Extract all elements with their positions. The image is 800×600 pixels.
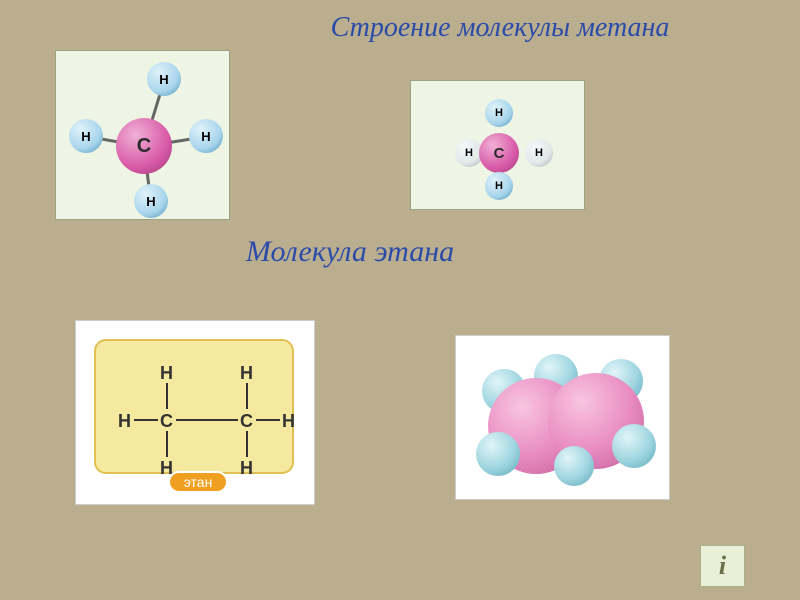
hydrogen-sphere bbox=[554, 446, 594, 486]
atom-label: H bbox=[240, 363, 253, 384]
hydrogen-sphere bbox=[612, 424, 656, 468]
carbon-atom: C bbox=[479, 133, 519, 173]
hydrogen-atom: H bbox=[69, 119, 103, 153]
title-ethane: Молекула этана bbox=[200, 235, 500, 269]
atom-label: C bbox=[240, 411, 253, 432]
bond bbox=[246, 431, 248, 457]
hydrogen-atom: H bbox=[189, 119, 223, 153]
panel-ethane-structural: H H H C C H H H этан bbox=[75, 320, 315, 505]
info-icon: i bbox=[719, 551, 726, 581]
bond bbox=[256, 419, 280, 421]
atom-label: H bbox=[160, 363, 173, 384]
bond bbox=[176, 419, 238, 421]
hydrogen-atom: H bbox=[485, 172, 513, 200]
atom-label: H bbox=[240, 458, 253, 479]
hydrogen-sphere bbox=[476, 432, 520, 476]
hydrogen-atom: H bbox=[147, 62, 181, 96]
carbon-atom: C bbox=[116, 118, 172, 174]
structural-box: H H H C C H H H bbox=[94, 339, 294, 474]
atom-label: C bbox=[160, 411, 173, 432]
hydrogen-atom: H bbox=[134, 184, 168, 218]
bond bbox=[246, 383, 248, 409]
panel-methane-compact: H H C H H bbox=[410, 80, 585, 210]
panel-methane-ballstick: C H H H H bbox=[55, 50, 230, 220]
hydrogen-atom: H bbox=[485, 99, 513, 127]
bond bbox=[134, 419, 158, 421]
info-button[interactable]: i bbox=[700, 545, 745, 587]
bond bbox=[166, 431, 168, 457]
hydrogen-atom: H bbox=[525, 139, 553, 167]
ethane-badge: этан bbox=[168, 471, 228, 493]
atom-label: H bbox=[282, 411, 295, 432]
atom-label: H bbox=[118, 411, 131, 432]
bond bbox=[166, 383, 168, 409]
panel-ethane-spacefill bbox=[455, 335, 670, 500]
title-methane: Строение молекулы метана bbox=[270, 12, 730, 44]
